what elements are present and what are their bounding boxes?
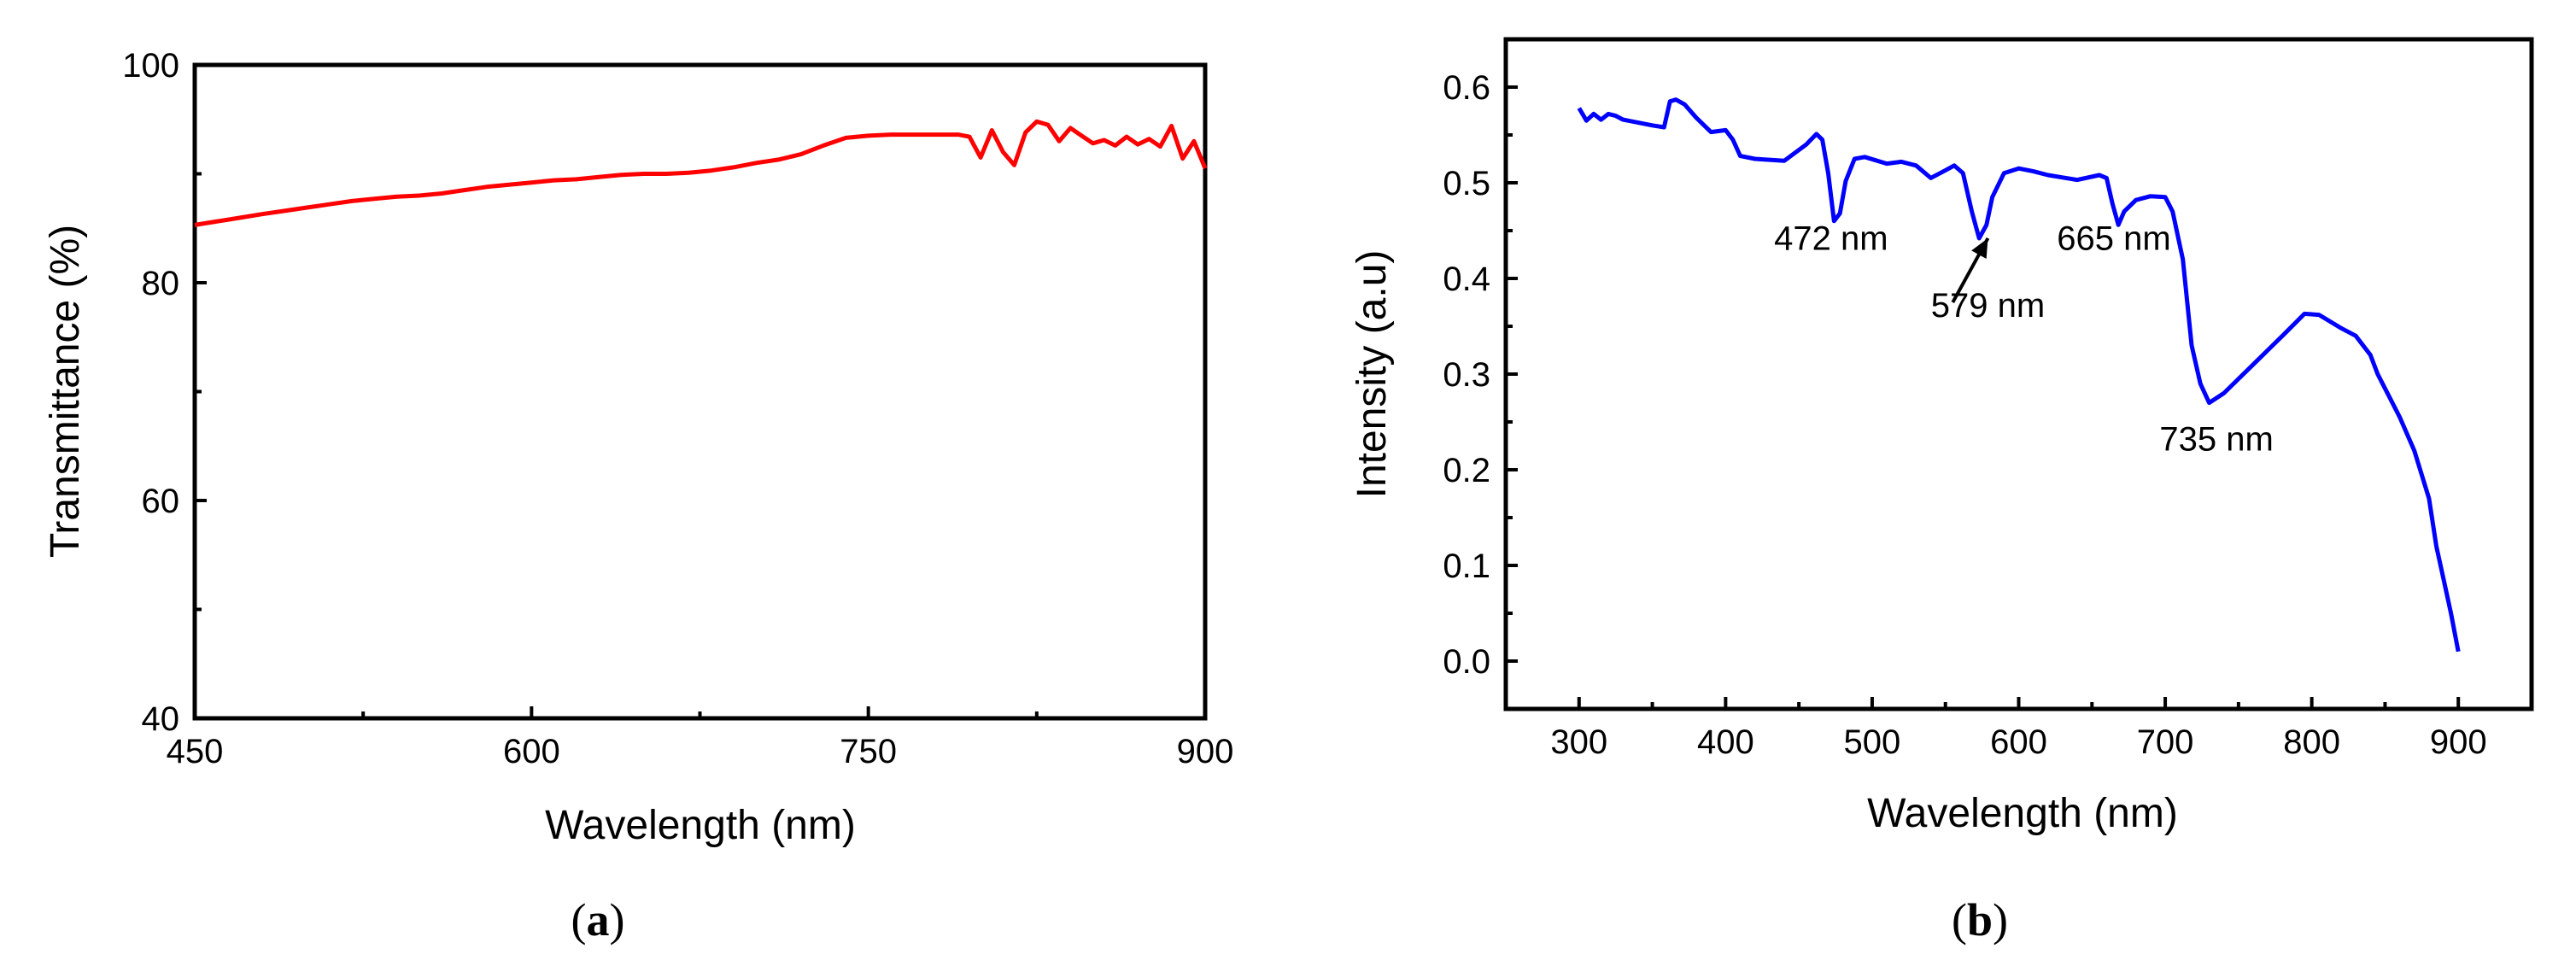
chart-a-series-line	[194, 119, 1208, 227]
chart-a-y-ticks: 40 60 80 100	[122, 47, 207, 738]
chart-a-panel-label: (a)	[571, 894, 625, 946]
chart-b-y-tick-label: 0.4	[1443, 261, 1490, 298]
chart-a-x-tick-label: 900	[1177, 733, 1234, 770]
chart-a-y-tick-label: 100	[122, 47, 179, 85]
chart-b-x-tick-label: 400	[1697, 723, 1754, 761]
chart-b-panel-label: (b)	[1952, 894, 2008, 946]
chart-b-y-axis-label: Intensity (a.u)	[1349, 250, 1395, 499]
chart-b-annotation: 665 nm	[2057, 220, 2170, 257]
panel-b-close-paren: )	[1993, 894, 2008, 946]
chart-b-y-tick-label: 0.1	[1443, 547, 1490, 585]
chart-a-frame	[192, 62, 1208, 721]
chart-b-y-tick-label: 0.5	[1443, 165, 1490, 202]
chart-a-y-tick-label: 80	[142, 265, 180, 302]
chart-b-annotation: 735 nm	[2159, 421, 2273, 459]
panel-b-open-paren: (	[1952, 894, 1967, 946]
chart-b-x-tick-label: 600	[1990, 723, 2047, 761]
chart-a-y-tick-label: 40	[142, 700, 180, 738]
chart-b-y-ticks: 0.0 0.1 0.2 0.3 0.4 0.5 0.6	[1443, 69, 1518, 681]
chart-a-x-ticks: 450 600 750 900	[167, 706, 1234, 770]
chart-b: 300 400 500 600 700 800 900 0.0 0.1 0.2 0.3 0.4 0.5…	[1349, 37, 2534, 946]
chart-b-x-tick-label: 900	[2430, 723, 2487, 761]
chart-b-y-tick-label: 0.3	[1443, 356, 1490, 394]
chart-b-x-tick-label: 500	[1844, 723, 1901, 761]
chart-b-x-tick-label: 800	[2283, 723, 2340, 761]
chart-a-series	[194, 119, 1208, 227]
chart-b-arrow-head	[1971, 237, 1988, 260]
chart-a-x-tick-label: 750	[840, 733, 897, 770]
chart-b-x-axis-label: Wavelength (nm)	[1867, 791, 2178, 836]
chart-b-series-line	[1577, 97, 2461, 653]
chart-b-y-tick-label: 0.2	[1443, 452, 1490, 489]
chart-b-x-tick-label: 300	[1550, 723, 1607, 761]
chart-a-y-tick-label: 60	[142, 483, 180, 520]
chart-b-annotation: 472 nm	[1774, 220, 1888, 257]
chart-b-annotations: 472 nm 579 nm 665 nm 735 nm	[1774, 220, 2274, 458]
panel-a-open-paren: (	[571, 894, 587, 946]
panel-b-letter: b	[1967, 894, 1993, 946]
chart-b-y-tick-label: 0.6	[1443, 69, 1490, 107]
chart-b-series	[1577, 97, 2461, 653]
chart-b-x-ticks: 300 400 500 600 700 800 900	[1550, 697, 2487, 761]
chart-b-annotation: 579 nm	[1931, 287, 2045, 325]
chart-b-y-tick-label: 0.0	[1443, 643, 1490, 681]
chart-b-x-tick-label: 700	[2137, 723, 2194, 761]
panel-a-letter: a	[587, 894, 610, 946]
chart-a: 450 600 750 900 40 60 80 100 Wavelength (nm) T…	[43, 47, 1233, 946]
panel-a-close-paren: )	[610, 894, 625, 946]
chart-a-x-tick-label: 600	[503, 733, 560, 770]
chart-a-x-tick-label: 450	[167, 733, 224, 770]
chart-a-x-axis-label: Wavelength (nm)	[545, 803, 856, 848]
chart-a-y-axis-label: Transmittance (%)	[43, 225, 88, 558]
